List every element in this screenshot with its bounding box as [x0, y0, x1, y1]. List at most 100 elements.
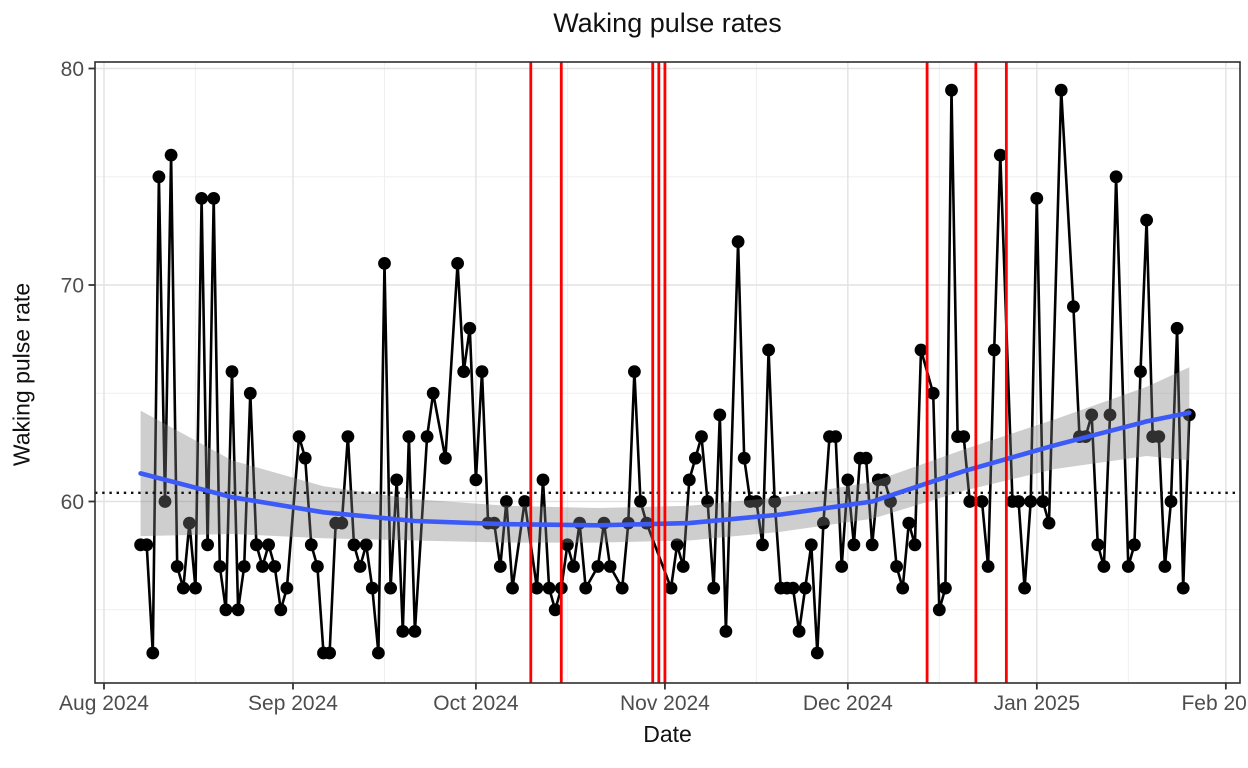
- data-point: [908, 538, 922, 552]
- data-point: [493, 560, 507, 573]
- data-point: [1128, 538, 1141, 552]
- data-point: [603, 560, 617, 573]
- data-point: [750, 495, 763, 508]
- data-point: [963, 495, 977, 508]
- data-point: [378, 257, 391, 270]
- data-point: [335, 516, 349, 530]
- data-point: [1152, 430, 1166, 443]
- data-point: [756, 538, 769, 552]
- data-point: [152, 170, 166, 184]
- data-point: [341, 430, 355, 443]
- data-point: [817, 516, 830, 530]
- data-point: [237, 560, 251, 573]
- data-point: [792, 625, 806, 638]
- data-point: [256, 560, 269, 573]
- x-tick-label: Jan 2025: [994, 692, 1080, 715]
- data-point: [506, 581, 519, 595]
- data-point: [1121, 560, 1135, 573]
- data-point: [579, 581, 593, 595]
- data-point: [323, 646, 336, 660]
- data-point: [993, 148, 1007, 162]
- data-point: [835, 560, 849, 573]
- chart-title: Waking pulse rates: [553, 8, 782, 38]
- data-point: [701, 495, 714, 508]
- data-point: [1103, 408, 1117, 422]
- data-point: [902, 516, 916, 530]
- data-point: [225, 365, 239, 378]
- data-point: [926, 386, 940, 400]
- data-point: [1134, 365, 1147, 378]
- x-tick-label: Aug 2024: [59, 692, 149, 715]
- data-point: [957, 430, 971, 443]
- data-point: [176, 581, 190, 595]
- data-point: [1024, 495, 1038, 508]
- data-point: [1054, 83, 1068, 97]
- data-point: [804, 538, 818, 552]
- data-point: [914, 343, 928, 357]
- data-point: [1176, 581, 1190, 595]
- data-point: [439, 451, 452, 465]
- data-point: [426, 386, 440, 400]
- data-point: [372, 646, 385, 660]
- data-point: [213, 560, 227, 573]
- data-point: [682, 473, 696, 487]
- data-point: [768, 495, 782, 508]
- data-point: [932, 603, 946, 617]
- data-point: [896, 581, 910, 595]
- data-point: [170, 560, 184, 573]
- data-point: [518, 495, 532, 508]
- data-point: [707, 581, 721, 595]
- minor-gridlines: [95, 62, 1240, 683]
- data-point: [841, 473, 855, 487]
- data-point: [829, 430, 842, 443]
- data-point: [865, 538, 879, 552]
- data-point: [475, 365, 489, 378]
- data-point: [689, 451, 702, 465]
- data-point: [311, 560, 324, 573]
- data-point: [243, 386, 257, 400]
- data-point: [1012, 495, 1025, 508]
- data-point: [347, 538, 361, 552]
- data-point: [274, 603, 288, 617]
- data-point: [664, 581, 678, 595]
- data-point: [140, 538, 154, 552]
- y-tick-label: 60: [61, 491, 84, 514]
- data-point: [1140, 213, 1153, 227]
- data-point: [250, 538, 263, 552]
- data-point: [451, 257, 464, 270]
- data-point: [402, 430, 416, 443]
- x-tick-label: Sep 2024: [248, 692, 338, 715]
- data-point: [1091, 538, 1105, 552]
- data-point: [231, 603, 245, 617]
- data-point: [719, 625, 733, 638]
- y-axis-ticks: 60 70 80: [61, 58, 95, 514]
- data-point: [878, 473, 891, 487]
- data-point: [183, 516, 196, 530]
- data-point: [164, 148, 178, 162]
- data-point: [359, 538, 373, 552]
- x-tick-label: Oct 2024: [433, 692, 519, 715]
- x-tick-label: Feb 2025: [1181, 692, 1248, 715]
- data-point: [530, 581, 544, 595]
- data-point: [737, 451, 751, 465]
- data-point: [1109, 170, 1123, 184]
- data-point: [384, 581, 397, 595]
- data-point: [353, 560, 367, 573]
- data-point: [548, 603, 562, 617]
- data-point: [1042, 516, 1056, 530]
- x-axis-title: Date: [643, 721, 692, 747]
- data-point: [146, 646, 160, 660]
- data-point: [762, 343, 775, 357]
- data-point: [500, 495, 513, 508]
- data-point: [1067, 300, 1080, 313]
- x-tick-label: Nov 2024: [620, 692, 710, 715]
- data-point: [408, 625, 422, 638]
- data-point: [457, 365, 471, 378]
- data-point: [1030, 192, 1044, 205]
- data-point: [189, 581, 202, 595]
- data-point: [634, 495, 647, 508]
- data-point: [542, 581, 556, 595]
- data-point: [695, 430, 708, 443]
- data-point: [975, 495, 989, 508]
- data-point: [713, 408, 727, 422]
